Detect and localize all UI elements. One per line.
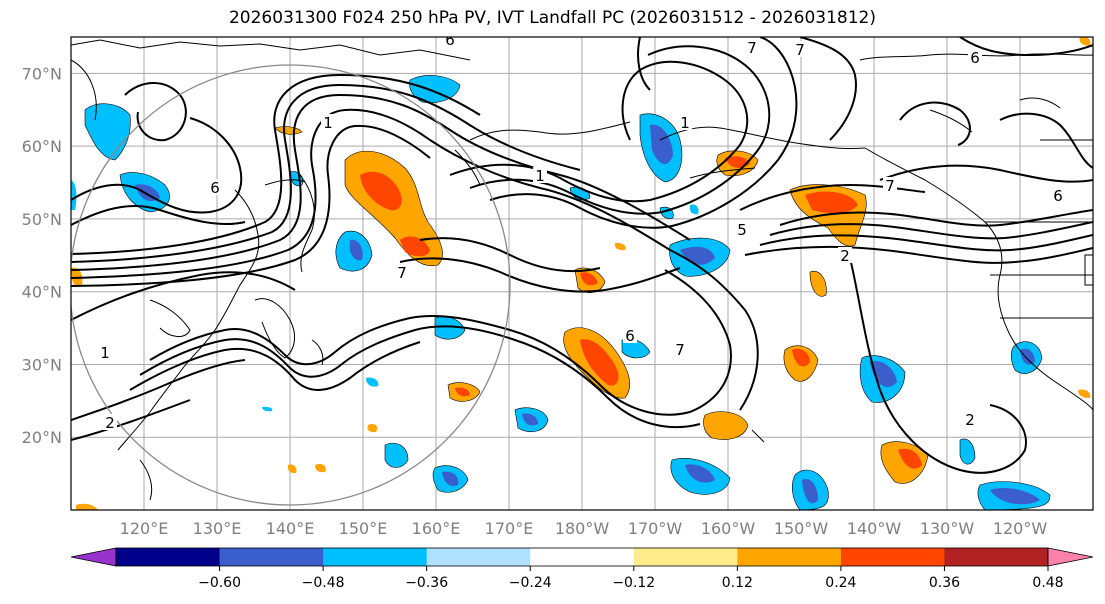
figure-title: 2026031300 F024 250 hPa PV, IVT Landfall… <box>228 8 876 28</box>
contour-label: 7 <box>885 177 895 195</box>
colorbar-segment <box>323 548 428 566</box>
contour-label: 2 <box>965 411 975 429</box>
latitude-label: 20°N <box>22 428 62 447</box>
longitude-labels: 120°E 130°E 140°E 150°E 160°E 170°E 180°W 170°W… <box>120 519 1048 538</box>
colorbar-segment <box>737 548 842 566</box>
colorbar-segment <box>633 548 738 566</box>
colorbar-segment <box>530 548 635 566</box>
latitude-label: 50°N <box>22 210 62 229</box>
contour-label-bg <box>678 114 692 130</box>
longitude-label: 170°E <box>485 519 534 538</box>
contour-label: 7 <box>397 264 407 282</box>
longitude-label: 170°W <box>628 519 683 538</box>
longitude-label: 160°W <box>701 519 756 538</box>
colorbar-frame <box>115 547 1049 567</box>
contour-label-bg <box>395 264 409 280</box>
contour-label-bg <box>98 344 112 360</box>
longitude-label: 150°W <box>774 519 829 538</box>
contour-label: 7 <box>675 341 685 359</box>
contour-label: 2 <box>105 414 115 432</box>
contour-label-bg <box>745 39 759 55</box>
colorbar-tick-label: 0.12 <box>722 575 753 591</box>
colorbar-tick-labels: −0.60 −0.48 −0.36 −0.24 −0.12 0.12 0.24 0.36 0.4… <box>198 566 1064 591</box>
contour-label: 1 <box>100 344 110 362</box>
coastlines <box>71 39 1093 501</box>
contour-label: 6 <box>1053 187 1063 205</box>
contour-label: 7 <box>795 41 805 59</box>
contour-label: 2 <box>840 247 850 265</box>
colorbar-tick-label: −0.24 <box>509 575 552 591</box>
contour-label-bg <box>968 49 982 65</box>
latitude-label: 40°N <box>22 283 62 302</box>
contour-label: 6 <box>970 49 980 67</box>
longitude-label: 130°E <box>193 519 242 538</box>
colorbar <box>70 547 1094 567</box>
latitude-label: 30°N <box>22 355 62 374</box>
colorbar-segment <box>944 548 1049 566</box>
longitude-label: 130°W <box>920 519 975 538</box>
pc-anomaly-shading <box>71 37 1091 510</box>
contour-labels: 6 7 7 6 1 1 7 6 2 1 5 7 6 1 2 6 7 2 <box>98 31 1065 432</box>
contour-label-bg <box>838 247 852 263</box>
contour-label-bg <box>443 37 457 47</box>
latitude-label: 70°N <box>22 64 62 83</box>
contour-label: 6 <box>445 31 455 49</box>
longitude-label: 140°E <box>266 519 315 538</box>
contour-label-bg <box>793 41 807 57</box>
colorbar-extend-min <box>70 547 117 567</box>
longitude-label: 150°E <box>339 519 388 538</box>
latitude-label: 60°N <box>22 137 62 156</box>
contour-label: 5 <box>737 221 747 239</box>
colorbar-tick-label: 0.24 <box>825 575 856 591</box>
contour-label-bg <box>673 341 687 357</box>
contour-label-bg <box>321 114 335 130</box>
pv-contours <box>71 37 1093 474</box>
contour-label: 1 <box>535 167 545 185</box>
colorbar-tick-label: −0.12 <box>612 575 655 591</box>
landfall-radius-circle <box>71 64 511 506</box>
colorbar-segment <box>219 548 324 566</box>
colorbar-tick-label: −0.48 <box>302 575 345 591</box>
contour-label-bg <box>735 221 749 237</box>
contour-label-bg <box>963 411 977 427</box>
latitude-labels: 70°N 60°N 50°N 40°N 30°N 20°N <box>22 64 62 447</box>
colorbar-segment <box>426 548 531 566</box>
contour-label: 6 <box>210 179 220 197</box>
longitude-label: 160°E <box>412 519 461 538</box>
contour-label-bg <box>208 179 222 195</box>
colorbar-tick-label: 0.48 <box>1032 575 1063 591</box>
longitude-label: 120°W <box>993 519 1048 538</box>
map-content: 6 7 7 6 1 1 7 6 2 1 5 7 6 1 2 6 7 2 <box>71 31 1093 510</box>
contour-label: 1 <box>323 114 333 132</box>
longitude-label: 180°W <box>555 519 610 538</box>
longitude-label: 140°W <box>847 519 902 538</box>
positive-anomaly-kuroshio <box>344 150 443 267</box>
contour-label-bg <box>883 177 897 193</box>
colorbar-tick-label: −0.60 <box>198 575 241 591</box>
longitude-label: 120°E <box>120 519 169 538</box>
contour-label-bg <box>1051 187 1065 203</box>
colorbar-tick-label: −0.36 <box>405 575 448 591</box>
contour-label-bg <box>103 414 117 430</box>
contour-label-bg <box>533 167 547 183</box>
contour-label: 6 <box>625 327 635 345</box>
contour-label-bg <box>623 327 637 343</box>
contour-label: 7 <box>747 39 757 57</box>
colorbar-segment <box>840 548 945 566</box>
contour-label: 1 <box>680 114 690 132</box>
map-frame <box>70 36 1094 511</box>
colorbar-extend-max <box>1047 547 1094 567</box>
colorbar-segment <box>116 548 221 566</box>
colorbar-tick-label: 0.36 <box>929 575 960 591</box>
